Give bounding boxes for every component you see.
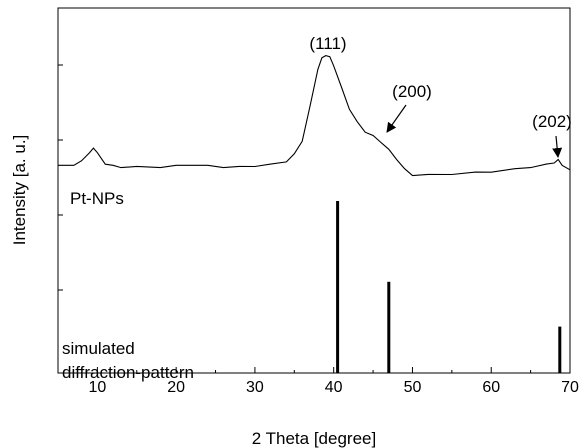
y-axis-label: Intensity [a. u.] — [10, 135, 29, 246]
x-tick-label: 30 — [246, 379, 264, 396]
annotation-111: (111) — [309, 34, 346, 53]
annotation-200-arrow — [386, 104, 407, 133]
x-axis-label: 2 Theta [degree] — [252, 429, 376, 448]
x-tick-label: 50 — [404, 379, 422, 396]
plot-frame — [57, 7, 571, 374]
diffraction-stick — [336, 201, 340, 373]
series-sticks-simulated — [336, 201, 562, 373]
x-tick-label: 40 — [325, 379, 343, 396]
annotation-200: (200) — [392, 82, 432, 101]
x-tick-label: 20 — [167, 379, 185, 396]
diffraction-stick — [387, 281, 391, 373]
y-axis-ticks — [58, 64, 63, 291]
x-axis-ticks: 10 20 30 40 50 60 70 — [57, 367, 579, 396]
annotation-202: (202) — [532, 112, 572, 131]
x-tick-label: 60 — [482, 379, 500, 396]
series-label-simulated-line2: diffraction-pattern — [62, 363, 194, 382]
series-label-pt-nps: Pt-NPs — [70, 189, 124, 208]
diffraction-stick — [558, 326, 562, 373]
annotation-202-arrow — [552, 135, 563, 158]
series-label-simulated-line1: simulated — [62, 339, 135, 358]
x-tick-label: 70 — [561, 379, 579, 396]
x-tick-label: 10 — [88, 379, 106, 396]
series-line-pt-nps — [58, 55, 571, 177]
